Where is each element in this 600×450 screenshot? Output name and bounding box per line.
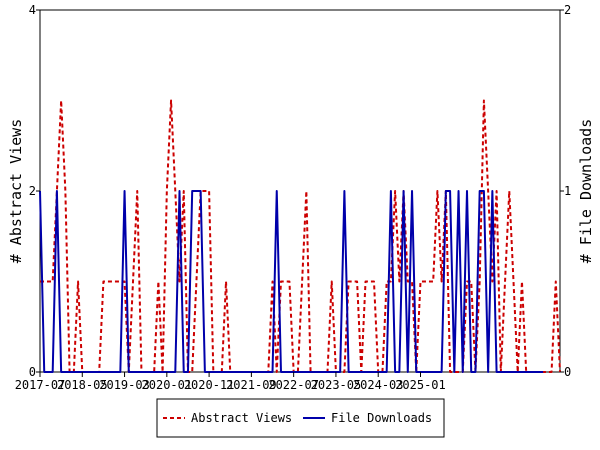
series-line-file-downloads bbox=[39, 190, 544, 373]
series-line-abstract-views bbox=[40, 99, 561, 373]
x-tick-label: 2020-11 bbox=[184, 378, 235, 392]
legend-label-file-downloads: File Downloads bbox=[331, 411, 432, 425]
x-tick-label: 2025-01 bbox=[395, 378, 446, 392]
legend-label-abstract-views: Abstract Views bbox=[191, 411, 292, 425]
x-tick-label: 2020-01 bbox=[142, 378, 193, 392]
x-tick-label: 2024-03 bbox=[353, 378, 404, 392]
y-axis-left-title: # Abstract Views bbox=[7, 119, 25, 264]
x-tick-label: 2022-07 bbox=[268, 378, 319, 392]
y-left-tick-label: 0 bbox=[29, 365, 36, 379]
x-tick-label: 2023-05 bbox=[311, 378, 362, 392]
y-axis-right-title: # File Downloads bbox=[577, 119, 595, 264]
y-left-tick-label: 2 bbox=[29, 184, 36, 198]
y-right-tick-label: 2 bbox=[564, 3, 571, 17]
x-tick-label: 2017-07 bbox=[15, 378, 66, 392]
legend: Abstract Views File Downloads bbox=[156, 398, 445, 438]
x-tick-label: 2018-05 bbox=[57, 378, 108, 392]
x-tick-label: 2019-03 bbox=[99, 378, 150, 392]
series-layer bbox=[39, 99, 561, 373]
y-right-tick-label: 0 bbox=[564, 365, 571, 379]
legend-box bbox=[156, 398, 445, 438]
y-left-tick-label: 4 bbox=[29, 3, 36, 17]
tick-layer: 0 2 4 0 1 2 2017-072018-052019-032020-012020-1… bbox=[15, 3, 572, 392]
y-right-tick-label: 1 bbox=[564, 184, 571, 198]
x-tick-label: 2021-09 bbox=[226, 378, 277, 392]
